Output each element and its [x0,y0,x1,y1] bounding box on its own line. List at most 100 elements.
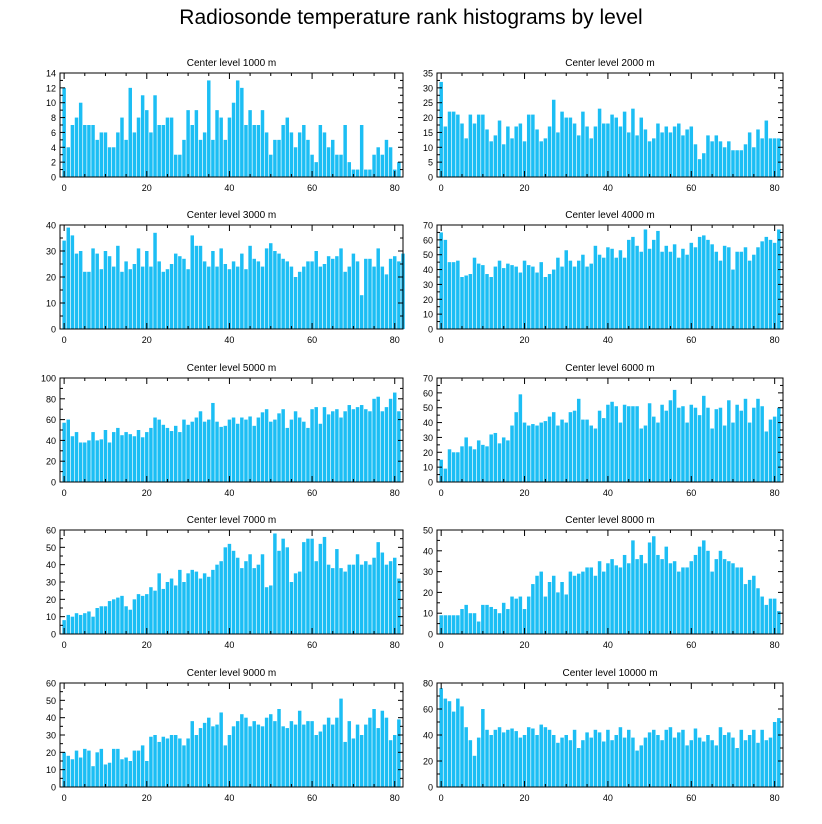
x-tick-label: 60 [307,793,317,803]
bar [107,601,112,634]
bar [335,256,339,329]
bar [145,251,149,329]
bar [66,227,70,329]
bar [531,266,535,329]
bar [643,563,648,634]
y-tick-label: 10 [423,310,433,320]
bar [631,737,635,787]
bar [593,575,598,634]
bar [157,125,161,177]
x-tick-label: 40 [603,640,613,650]
bar [165,582,170,634]
bar [777,229,781,329]
bar [476,114,481,177]
bar [672,561,677,634]
bar [689,242,694,329]
y-tick-label: 40 [46,560,56,570]
bar [169,431,174,482]
bar [87,271,91,329]
bar [464,275,468,329]
bar [83,613,87,634]
bar [161,125,166,177]
bar [664,126,669,177]
bar [153,735,157,787]
bar [635,750,639,787]
bar [219,561,223,634]
bar [647,248,652,329]
bar [556,132,560,177]
panel-title: Center level 7000 m [187,515,277,526]
bar [372,154,376,177]
bar [384,274,389,329]
x-tick-label: 0 [62,640,67,650]
bar [335,409,339,482]
bar [372,709,376,787]
bar [240,568,244,634]
bar [460,446,464,482]
bar [722,147,727,177]
bar [468,114,473,177]
bar [506,126,510,177]
panel-title: Center level 5000 m [187,363,277,374]
bar [610,559,614,634]
bar [252,125,256,177]
bar [128,87,132,177]
y-tick-label: 0 [428,325,433,335]
bar [743,398,748,482]
x-tick-label: 20 [142,640,152,650]
bar [198,245,203,329]
bar [756,742,760,787]
bar [685,422,689,482]
bar [339,417,343,482]
bar [481,114,485,177]
bar [677,257,681,329]
bar [173,735,178,787]
bar [252,425,256,482]
bar [514,598,518,634]
bar [581,571,585,634]
bar [564,735,568,787]
bar [472,257,477,329]
bar [231,417,236,482]
bar [681,729,685,787]
bar [186,573,190,634]
bar [631,108,635,177]
bar [501,602,506,634]
bar [739,150,744,177]
bar [306,261,310,329]
bar [677,732,681,787]
bar [501,268,506,329]
bar [256,417,261,482]
y-tick-label: 12 [46,83,56,93]
bar [718,727,723,787]
bar [539,262,543,329]
bar [343,411,347,482]
bar [285,261,290,329]
bar [543,421,548,482]
bar [190,235,194,329]
bar [535,129,539,177]
y-tick-label: 10 [46,765,56,775]
bar [186,110,190,177]
bar [647,542,652,634]
y-tick-label: 0 [51,630,56,640]
bar [339,248,343,329]
bar [107,762,112,787]
bar [169,117,174,177]
panel-6: Center level 6000 m 0 10 20 30 40 50 60 70 0 20 40 6… [423,363,784,498]
y-tick-label: 35 [423,69,433,79]
bar [359,125,364,177]
bar [351,409,356,482]
bar [132,436,137,482]
bar [560,419,564,482]
bar [368,258,372,329]
bar [635,406,639,482]
bar [235,557,240,634]
bar [235,721,240,787]
bar [343,571,347,634]
x-tick-label: 0 [62,335,67,345]
bar [451,111,456,177]
bar [145,110,149,177]
bar [685,567,689,634]
y-tick-label: 4 [51,143,56,153]
